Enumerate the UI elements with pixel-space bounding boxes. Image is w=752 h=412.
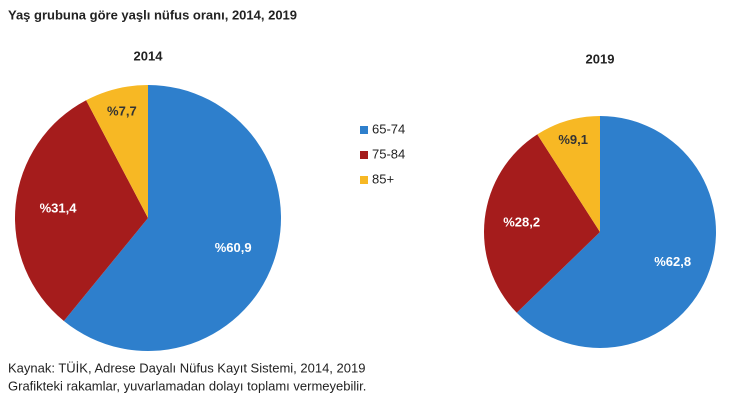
data-label: %28,2 <box>503 214 540 229</box>
data-label: %60,9 <box>215 240 252 255</box>
data-label: %7,7 <box>107 104 137 119</box>
pie-title: 2014 <box>134 48 164 63</box>
pie-slice <box>63 85 281 351</box>
data-label: %9,1 <box>558 132 588 147</box>
legend-label: 75-84 <box>372 146 405 161</box>
source-note: Kaynak: TÜİK, Adrese Dayalı Nüfus Kayıt … <box>8 360 365 375</box>
footnote: Grafikteki rakamlar, yuvarlamadan dolayı… <box>8 378 366 393</box>
legend-swatch <box>360 126 368 134</box>
legend-label: 85+ <box>372 171 394 186</box>
data-label: %31,4 <box>40 200 78 215</box>
pie-title: 2019 <box>586 51 615 66</box>
pie-slice <box>86 85 148 218</box>
legend-swatch <box>360 176 368 184</box>
pie-slice <box>537 116 600 232</box>
chart-title: Yaş grubuna göre yaşlı nüfus oranı, 2014… <box>8 7 297 22</box>
pie-slice <box>516 116 717 348</box>
pie-slice <box>14 100 148 322</box>
legend-swatch <box>360 151 368 159</box>
pie-slice <box>483 134 600 313</box>
data-label: %62,8 <box>654 254 691 269</box>
legend-label: 65-74 <box>372 121 405 136</box>
